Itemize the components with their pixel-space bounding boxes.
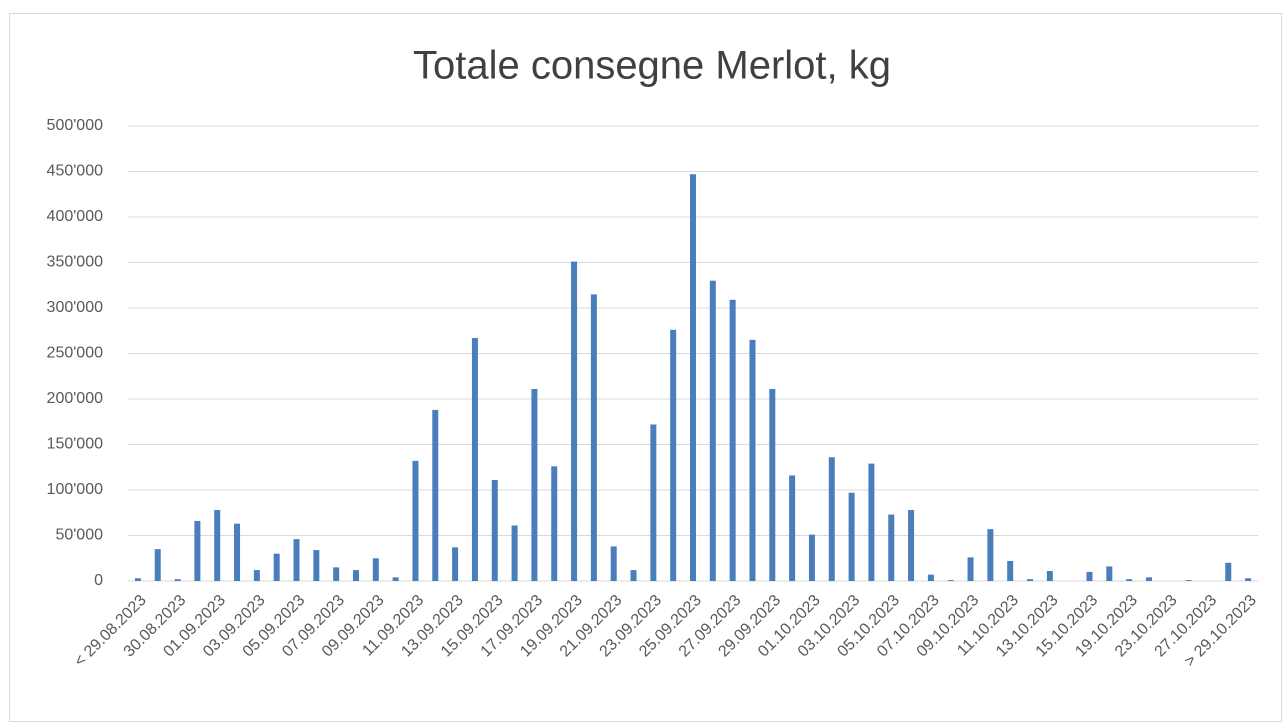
bar	[333, 567, 340, 581]
chart-title: Totale consegne Merlot, kg	[413, 44, 891, 88]
bar	[372, 558, 379, 581]
bar	[828, 457, 835, 581]
bar	[1086, 571, 1093, 581]
bar	[848, 492, 855, 581]
bar	[551, 466, 558, 581]
y-tick-label: 450'000	[47, 163, 104, 180]
bar	[789, 475, 796, 581]
bar	[194, 520, 201, 581]
y-tick-label: 350'000	[47, 254, 104, 271]
bar	[670, 329, 677, 581]
y-tick-label: 0	[94, 572, 103, 589]
y-tick-label: 250'000	[47, 345, 104, 362]
bar	[1185, 580, 1192, 581]
y-tick-label: 200'000	[47, 390, 104, 407]
bar	[412, 460, 419, 581]
bar	[154, 549, 161, 581]
bar	[1225, 562, 1232, 581]
bar	[1245, 578, 1252, 581]
bar	[1106, 566, 1113, 581]
bar	[987, 529, 994, 581]
bar	[769, 388, 776, 581]
bar	[749, 339, 756, 581]
y-tick-label: 500'000	[47, 117, 104, 134]
bar	[630, 570, 637, 581]
bar	[531, 388, 538, 581]
bar	[729, 299, 736, 581]
y-tick-label: 300'000	[47, 299, 104, 316]
bar	[253, 570, 260, 581]
bar	[808, 534, 815, 581]
y-tick-label: 100'000	[47, 481, 104, 498]
bar	[491, 479, 498, 581]
bar	[868, 463, 875, 581]
bar	[134, 578, 141, 581]
bar	[709, 280, 716, 581]
bar	[590, 294, 597, 581]
bar	[690, 174, 696, 582]
bar	[293, 539, 300, 581]
bar	[174, 579, 181, 581]
bar	[1126, 579, 1133, 581]
bar	[927, 574, 934, 581]
bar	[352, 570, 359, 581]
bar	[1145, 577, 1152, 581]
bar	[888, 514, 895, 581]
y-tick-label: 50'000	[55, 527, 103, 544]
bar	[471, 338, 478, 581]
y-tick-label: 400'000	[47, 208, 104, 225]
bar	[452, 547, 459, 581]
bar	[650, 424, 657, 581]
bar	[967, 557, 974, 581]
bar	[1027, 579, 1034, 581]
bar	[313, 550, 320, 581]
bar	[273, 553, 280, 581]
chart-border	[9, 13, 1282, 722]
bar	[392, 577, 399, 581]
bar	[214, 510, 221, 581]
y-tick-label: 150'000	[47, 436, 104, 453]
bar	[1046, 570, 1053, 581]
bar	[908, 510, 915, 581]
bar	[432, 409, 439, 581]
bar	[610, 546, 617, 581]
bar	[571, 261, 578, 581]
bar	[511, 525, 518, 581]
bar	[1007, 560, 1014, 581]
bar	[234, 523, 241, 581]
bar	[947, 580, 954, 581]
